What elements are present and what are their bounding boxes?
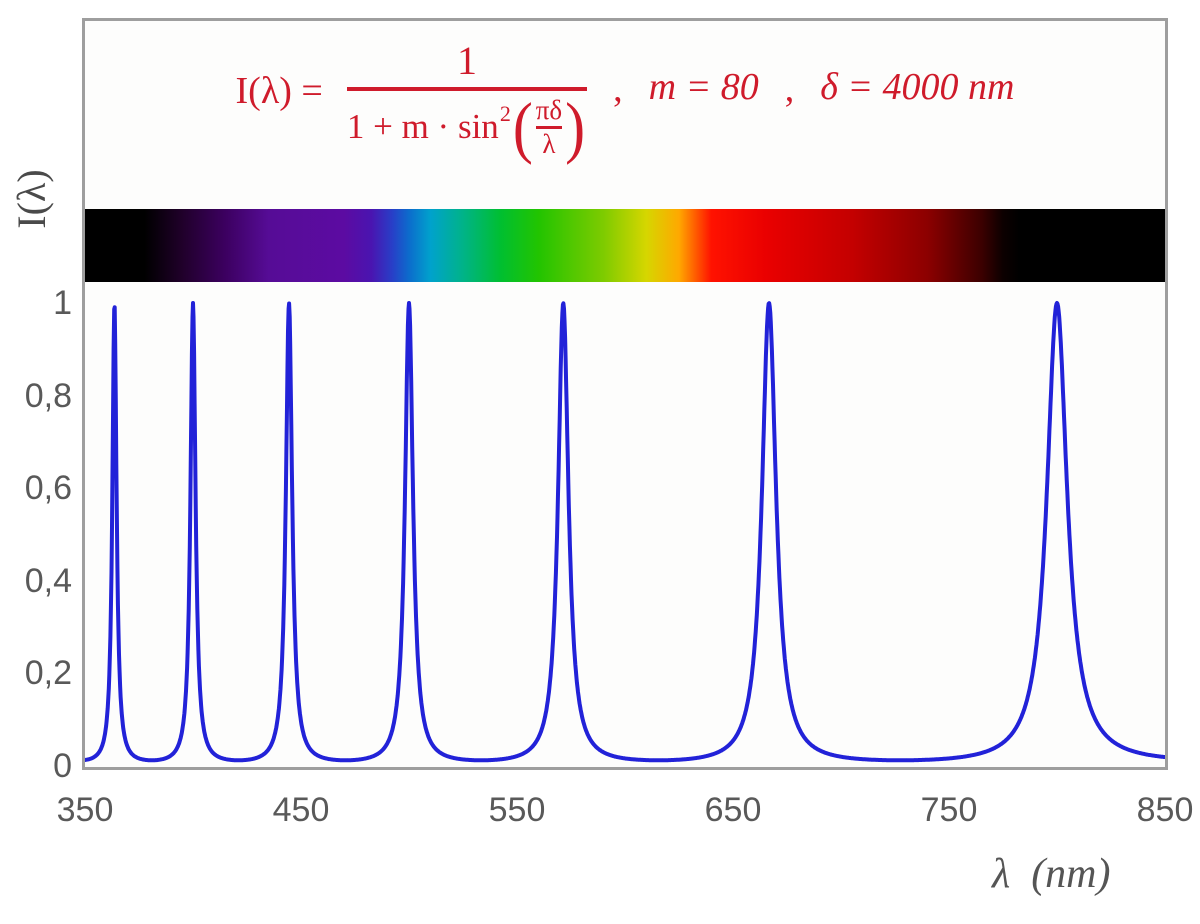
right-paren: ) (565, 88, 586, 165)
visible-spectrum-strip (85, 209, 1165, 282)
x-tick-550: 550 (488, 791, 546, 829)
x-tick-450: 450 (272, 791, 330, 829)
inner-numerator: πδ (535, 95, 563, 125)
intensity-curve (85, 301, 1165, 763)
formula-comma-1: , (613, 68, 623, 110)
y-tick-0: 0 (53, 747, 72, 785)
x-tick-850: 850 (1136, 791, 1194, 829)
sin-exponent: 2 (499, 101, 511, 127)
x-tick-750: 750 (920, 791, 978, 829)
formula-fraction: 1 1 + m · sin 2 ( πδ λ ) (346, 37, 588, 165)
y-tick-0_8: 0,8 (24, 376, 72, 415)
formula-annotation: I(λ) = 1 1 + m · sin 2 ( πδ λ ) , m = 80 … (85, 37, 1165, 165)
inner-fraction-bar (535, 126, 563, 129)
x-tick-650: 650 (704, 791, 762, 829)
param-delta: δ = 4000 nm (820, 66, 1015, 108)
y-tick-0_2: 0,2 (24, 654, 72, 693)
fraction-numerator: 1 (456, 38, 477, 83)
x-axis-title: λ (nm) (992, 851, 1111, 897)
y-axis-title: I(λ) (9, 169, 54, 229)
formula-comma-2: , (784, 68, 795, 110)
inner-fraction: πδ λ (535, 95, 563, 160)
fraction-bar (346, 87, 588, 91)
left-paren: ( (512, 88, 533, 165)
param-m: m = 80 (648, 66, 759, 108)
y-tick-0_6: 0,6 (24, 469, 72, 508)
denominator-text: 1 + m · sin (346, 107, 499, 147)
formula-lhs: I(λ) = (235, 70, 323, 112)
x-tick-350: 350 (56, 791, 114, 829)
y-tick-0_4: 0,4 (24, 561, 72, 600)
plot-frame: I(λ) = 1 1 + m · sin 2 ( πδ λ ) , m = 80 … (82, 18, 1168, 770)
fraction-denominator: 1 + m · sin 2 ( πδ λ ) (346, 88, 587, 165)
inner-denominator: λ (542, 129, 556, 159)
y-tick-1: 1 (53, 284, 72, 322)
